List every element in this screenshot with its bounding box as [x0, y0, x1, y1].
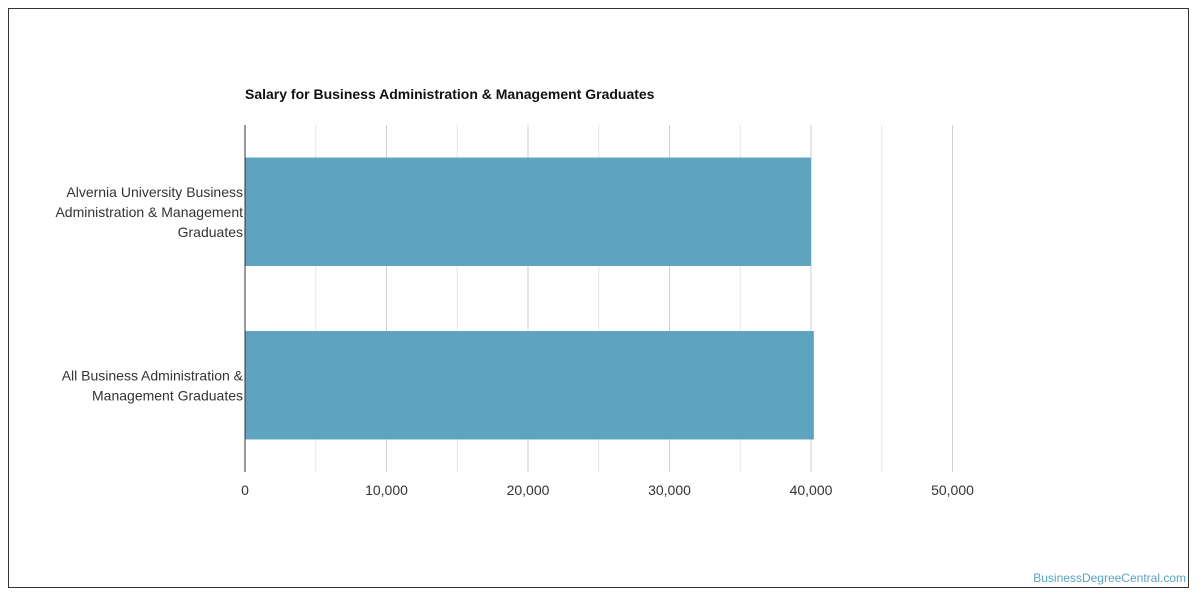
- bars: [245, 157, 814, 440]
- category-labels: Alvernia University Business Administrati…: [55, 184, 243, 404]
- chart-title: Salary for Business Administration & Man…: [245, 86, 655, 102]
- category-label-1-line-1: Management Graduates: [92, 387, 243, 403]
- category-label-0-line-0: Alvernia University Business: [66, 184, 243, 200]
- bar-1: [245, 331, 814, 440]
- category-label-0-line-2: Graduates: [178, 224, 243, 240]
- x-tick-label-2: 20,000: [507, 482, 550, 498]
- category-label-0-line-1: Administration & Management: [55, 204, 243, 220]
- x-tick-label-0: 0: [241, 482, 249, 498]
- bar-0: [245, 157, 811, 266]
- source-watermark: BusinessDegreeCentral.com: [1033, 571, 1186, 585]
- x-tick-label-1: 10,000: [365, 482, 408, 498]
- x-tick-labels: 0 10,000 20,000 30,000 40,000 50,000: [241, 482, 974, 498]
- category-label-1-line-0: All Business Administration &: [62, 367, 244, 383]
- x-tick-label-5: 50,000: [931, 482, 974, 498]
- x-tick-label-3: 30,000: [648, 482, 691, 498]
- x-tick-label-4: 40,000: [790, 482, 833, 498]
